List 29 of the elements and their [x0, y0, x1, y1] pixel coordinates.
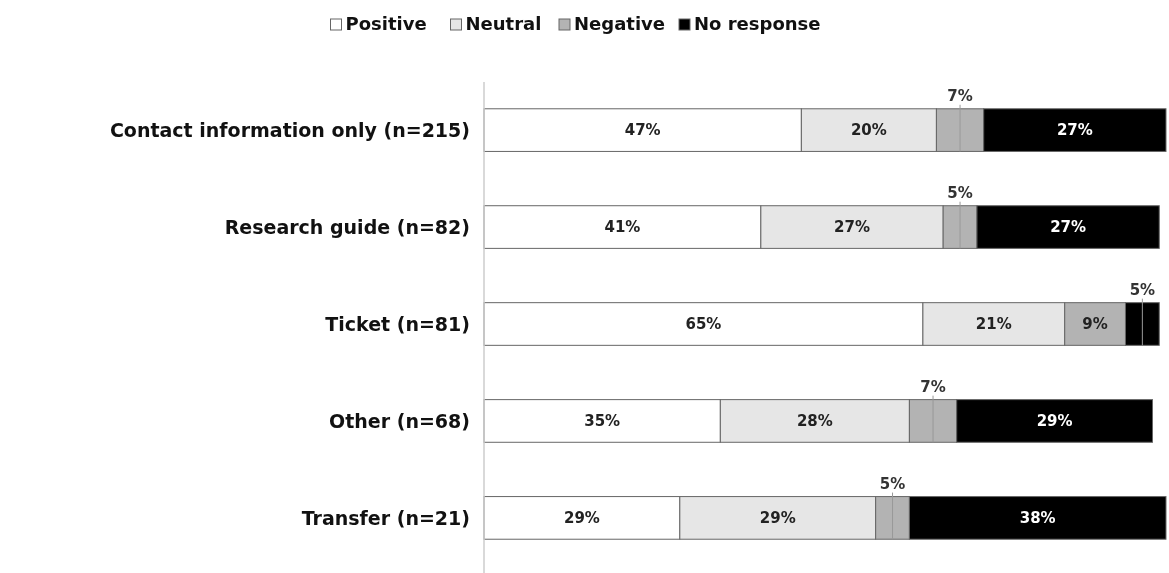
legend-label: Neutral: [465, 13, 542, 34]
data-label: 41%: [604, 218, 641, 237]
data-label: 29%: [563, 508, 600, 527]
data-label: 65%: [685, 315, 722, 333]
data-label: 35%: [584, 411, 621, 430]
legend-label: No response: [694, 13, 821, 34]
data-label: 27%: [834, 218, 870, 237]
data-label: 28%: [796, 411, 833, 430]
data-label: 21%: [975, 315, 1012, 333]
legend-label: Positive: [345, 13, 427, 34]
data-label: 7%: [920, 377, 946, 396]
data-label: 9%: [1082, 315, 1108, 333]
data-label: 29%: [1036, 411, 1073, 430]
data-label: 27%: [1056, 121, 1093, 140]
data-label: 38%: [1019, 508, 1056, 527]
data-label: 5%: [879, 474, 906, 493]
data-label: 5%: [947, 183, 973, 202]
legend-label: Negative: [574, 13, 666, 34]
data-label: 27%: [1050, 218, 1087, 237]
data-label: 47%: [624, 121, 661, 140]
y-tick-label: Transfer (n=21): [301, 506, 470, 529]
data-label: 29%: [759, 508, 796, 527]
data-label: 20%: [850, 121, 887, 140]
y-tick-label: Contact information only (n=215): [109, 119, 470, 142]
data-label: 7%: [947, 86, 973, 105]
y-tick-label: Ticket (n=81): [325, 313, 470, 335]
data-label: 5%: [1129, 280, 1156, 299]
y-tick-label: Other (n=68): [329, 409, 470, 432]
y-tick-label: Research guide (n=82): [224, 216, 470, 239]
